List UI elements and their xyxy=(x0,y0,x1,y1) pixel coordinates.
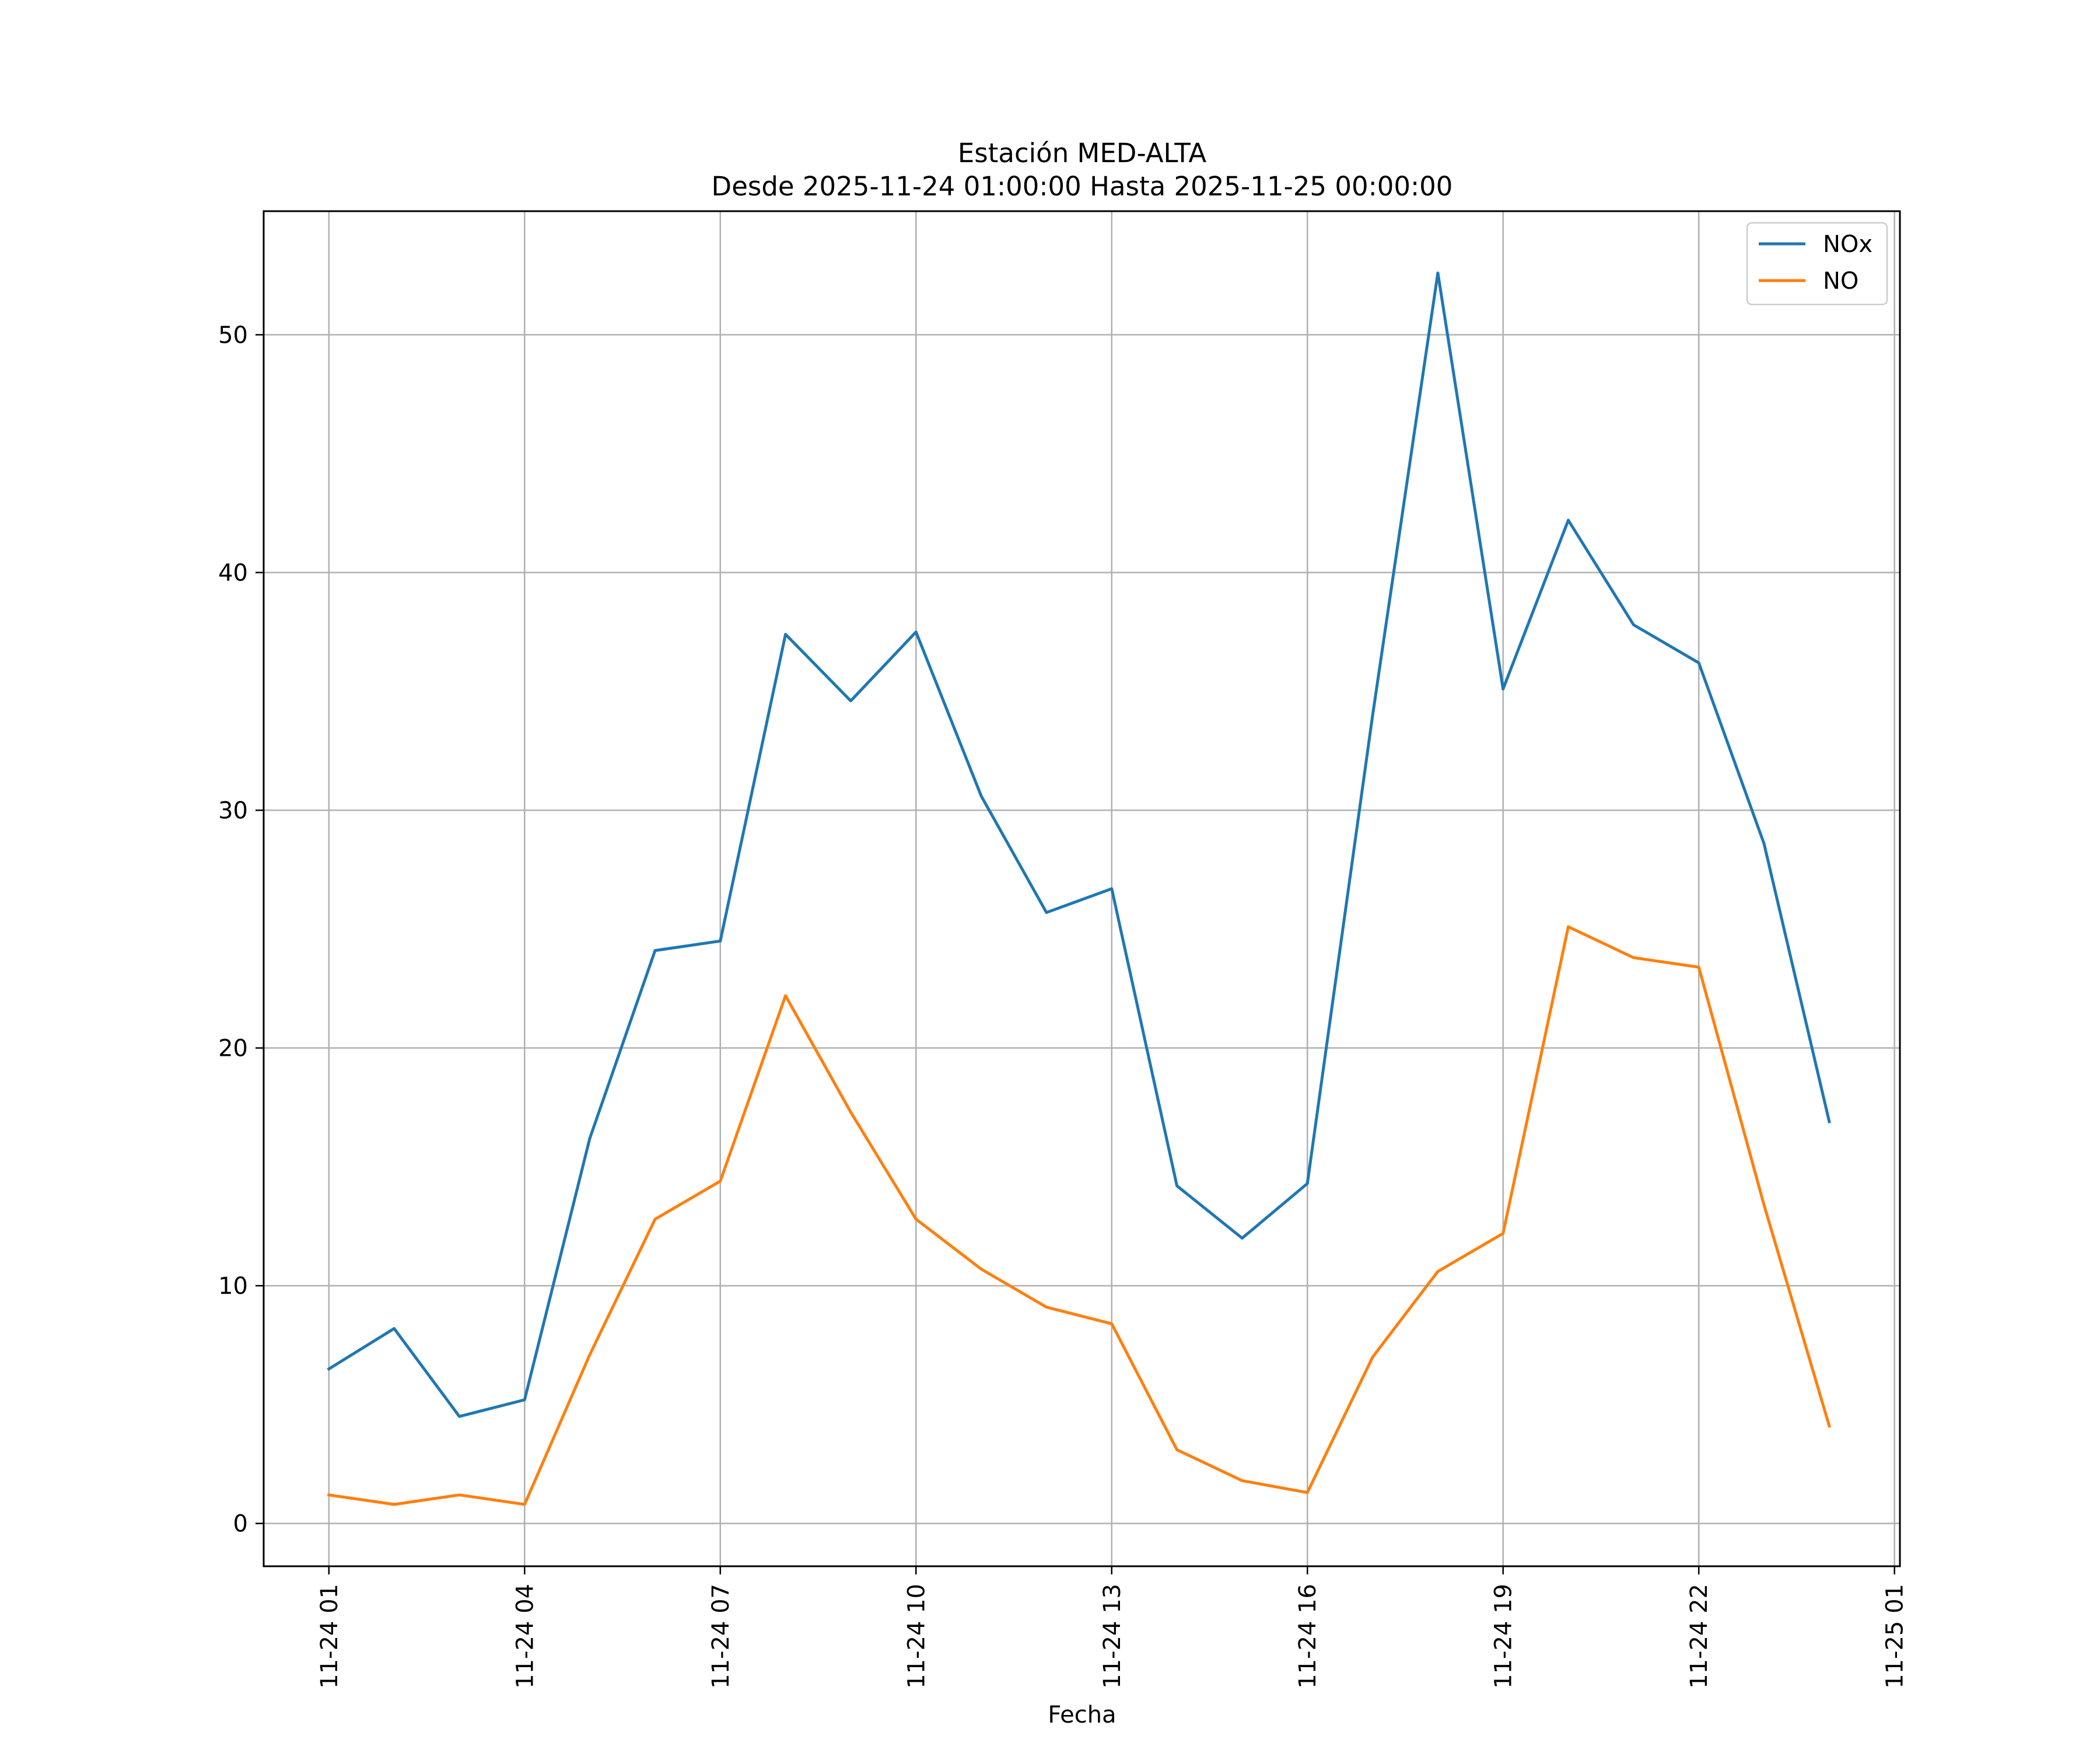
x-axis-label: Fecha xyxy=(1048,1702,1116,1728)
x-tick-label: 11-24 10 xyxy=(903,1584,930,1689)
x-axis: 11-24 01 11-24 04 11-24 07 11-24 10 11-24 13… xyxy=(316,1566,1909,1689)
x-tick-label: 11-24 16 xyxy=(1294,1584,1321,1689)
series-line-nox xyxy=(327,271,1831,1418)
y-tick-label: 0 xyxy=(233,1511,248,1538)
legend: NOx NO xyxy=(1746,222,1888,306)
grid xyxy=(264,211,1900,1566)
y-tick-label: 50 xyxy=(218,322,248,349)
y-tick-label: 20 xyxy=(218,1035,248,1062)
legend-label-nox: NOx xyxy=(1823,231,1873,258)
x-tick-label: 11-24 07 xyxy=(708,1584,734,1689)
y-tick-label: 40 xyxy=(218,559,248,586)
x-tick-label: 11-24 22 xyxy=(1686,1584,1713,1689)
plot-series xyxy=(327,271,1832,1506)
plot-frame xyxy=(262,210,1901,1567)
x-tick-label: 11-25 01 xyxy=(1882,1584,1909,1689)
series-line-no xyxy=(327,925,1832,1506)
x-tick-label: 11-24 13 xyxy=(1099,1584,1126,1689)
y-tick-label: 10 xyxy=(218,1273,248,1300)
x-tick-label: 11-24 04 xyxy=(512,1584,538,1689)
y-axis: 0 10 20 30 40 50 xyxy=(218,322,264,1538)
chart-subtitle: Desde 2025-11-24 01:00:00 Hasta 2025-11-… xyxy=(712,171,1453,202)
legend-label-no: NO xyxy=(1823,268,1859,295)
chart-title: Estación MED-ALTA xyxy=(958,138,1207,169)
x-tick-label: 11-24 19 xyxy=(1490,1584,1517,1689)
x-tick-label: 11-24 01 xyxy=(316,1584,343,1689)
y-tick-label: 30 xyxy=(218,797,248,824)
